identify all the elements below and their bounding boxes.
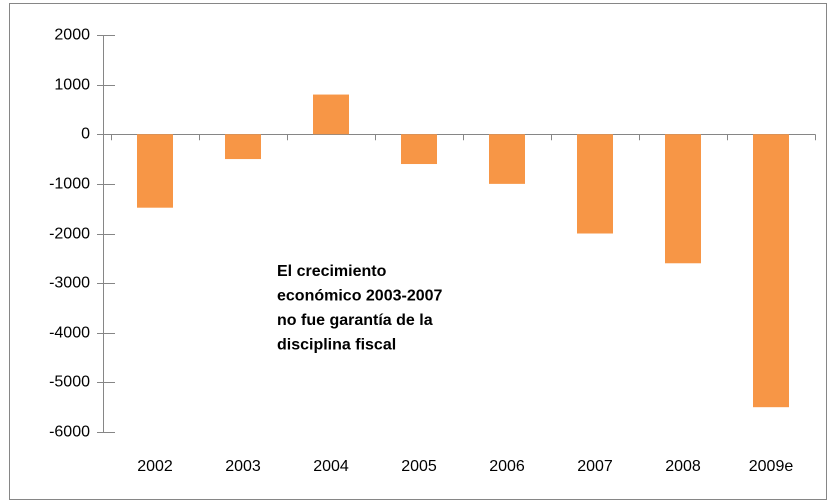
x-tick-label: 2006 [489,458,525,475]
y-tick-label: -5000 [49,374,90,391]
annotation: disciplina fiscal [277,337,396,354]
y-tick-label: -2000 [49,226,90,243]
y-tick-label: -1000 [49,176,90,193]
bar [665,134,701,264]
annotation: no fue garantía de la [277,312,433,329]
y-tick-label: -6000 [49,424,90,441]
bar [577,134,613,234]
x-tick-label: 2004 [313,458,349,475]
y-tick-label: -3000 [49,275,90,292]
bar [225,134,261,160]
bar [401,134,437,165]
bar [137,134,173,208]
x-tick-label: 2007 [577,458,613,475]
x-tick-label: 2003 [225,458,261,475]
bar [489,134,525,184]
y-tick-label: -4000 [49,325,90,342]
y-tick-label: 1000 [54,77,90,94]
x-tick-label: 2008 [665,458,701,475]
bar [753,134,789,408]
bar [313,94,349,135]
x-tick-label: 2005 [401,458,437,475]
y-tick-label: 0 [81,126,90,143]
x-tick-label: 2009e [749,458,794,475]
chart-frame [9,3,827,500]
y-tick-label: 2000 [54,27,90,44]
annotation: económico 2003-2007 [277,288,443,305]
x-tick-label: 2002 [137,458,173,475]
annotation: El crecimiento [277,263,387,280]
